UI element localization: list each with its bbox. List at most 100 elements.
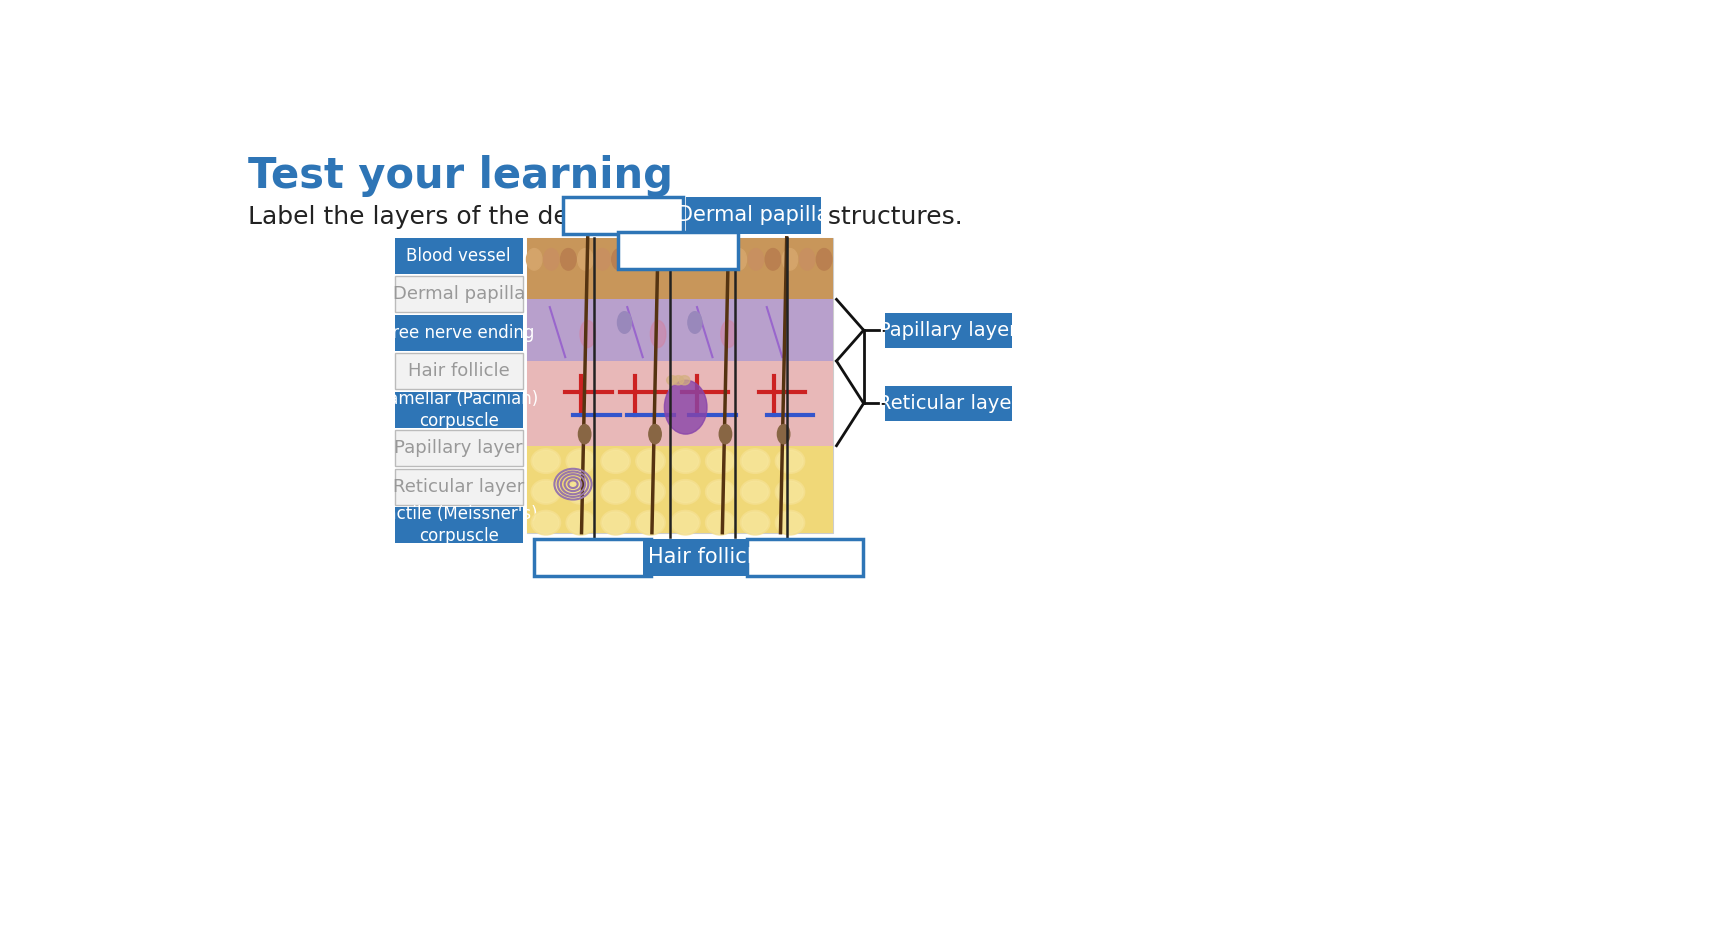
Ellipse shape bbox=[568, 481, 594, 503]
Ellipse shape bbox=[651, 320, 665, 348]
Text: Free nerve ending: Free nerve ending bbox=[383, 324, 533, 342]
FancyBboxPatch shape bbox=[527, 237, 833, 300]
Text: Hair follicle: Hair follicle bbox=[407, 363, 509, 381]
Ellipse shape bbox=[672, 481, 698, 503]
Text: Dermal papilla: Dermal papilla bbox=[393, 285, 525, 303]
FancyBboxPatch shape bbox=[746, 539, 863, 576]
Ellipse shape bbox=[568, 512, 594, 533]
Ellipse shape bbox=[778, 425, 790, 444]
Text: Label the layers of the dermis and associated structures.: Label the layers of the dermis and assoc… bbox=[248, 205, 963, 230]
Ellipse shape bbox=[705, 448, 734, 474]
Ellipse shape bbox=[601, 479, 630, 504]
Ellipse shape bbox=[672, 450, 698, 472]
Ellipse shape bbox=[603, 450, 629, 472]
Ellipse shape bbox=[740, 479, 769, 504]
Ellipse shape bbox=[566, 448, 596, 474]
FancyBboxPatch shape bbox=[395, 392, 523, 428]
Ellipse shape bbox=[696, 249, 712, 270]
Text: Papillary layer: Papillary layer bbox=[395, 439, 523, 458]
Ellipse shape bbox=[578, 425, 591, 444]
Ellipse shape bbox=[748, 249, 764, 270]
FancyBboxPatch shape bbox=[533, 539, 651, 576]
Ellipse shape bbox=[665, 381, 707, 434]
Ellipse shape bbox=[544, 249, 559, 270]
Text: Reticular layer: Reticular layer bbox=[393, 478, 525, 495]
Ellipse shape bbox=[566, 511, 596, 535]
Text: Lamellar (Pacinian)
corpuscle: Lamellar (Pacinian) corpuscle bbox=[379, 390, 539, 430]
Ellipse shape bbox=[533, 450, 559, 472]
Ellipse shape bbox=[532, 448, 561, 474]
Ellipse shape bbox=[670, 511, 700, 535]
Ellipse shape bbox=[601, 448, 630, 474]
Ellipse shape bbox=[783, 249, 798, 270]
FancyBboxPatch shape bbox=[395, 430, 523, 466]
Ellipse shape bbox=[603, 481, 629, 503]
FancyBboxPatch shape bbox=[686, 197, 821, 234]
Ellipse shape bbox=[681, 249, 696, 270]
Ellipse shape bbox=[533, 512, 559, 533]
Ellipse shape bbox=[532, 511, 561, 535]
Ellipse shape bbox=[629, 249, 644, 270]
Text: Dermal papilla: Dermal papilla bbox=[677, 205, 830, 225]
Ellipse shape bbox=[741, 512, 769, 533]
FancyBboxPatch shape bbox=[643, 539, 771, 576]
Ellipse shape bbox=[705, 511, 734, 535]
FancyBboxPatch shape bbox=[527, 300, 833, 361]
Ellipse shape bbox=[776, 448, 805, 474]
Ellipse shape bbox=[561, 249, 577, 270]
Ellipse shape bbox=[741, 481, 769, 503]
Ellipse shape bbox=[637, 450, 663, 472]
Ellipse shape bbox=[740, 511, 769, 535]
Ellipse shape bbox=[798, 249, 814, 270]
Ellipse shape bbox=[646, 249, 662, 270]
Ellipse shape bbox=[637, 512, 663, 533]
Ellipse shape bbox=[714, 249, 729, 270]
FancyBboxPatch shape bbox=[885, 313, 1013, 348]
Ellipse shape bbox=[776, 511, 805, 535]
Ellipse shape bbox=[663, 249, 679, 270]
FancyBboxPatch shape bbox=[618, 232, 738, 268]
Ellipse shape bbox=[778, 512, 804, 533]
Ellipse shape bbox=[594, 249, 610, 270]
FancyBboxPatch shape bbox=[527, 237, 833, 532]
Ellipse shape bbox=[636, 479, 665, 504]
Ellipse shape bbox=[721, 320, 736, 348]
FancyBboxPatch shape bbox=[527, 446, 833, 532]
Ellipse shape bbox=[670, 479, 700, 504]
Ellipse shape bbox=[670, 448, 700, 474]
Text: Papillary layer: Papillary layer bbox=[880, 320, 1018, 340]
FancyBboxPatch shape bbox=[395, 353, 523, 389]
Text: Tactile (Meissner's)
corpuscle: Tactile (Meissner's) corpuscle bbox=[379, 505, 539, 545]
Ellipse shape bbox=[766, 249, 781, 270]
Ellipse shape bbox=[566, 479, 596, 504]
Ellipse shape bbox=[740, 448, 769, 474]
Ellipse shape bbox=[672, 376, 684, 385]
Ellipse shape bbox=[688, 312, 701, 333]
Text: Test your learning: Test your learning bbox=[248, 155, 672, 198]
Ellipse shape bbox=[650, 425, 662, 444]
Ellipse shape bbox=[731, 249, 746, 270]
Ellipse shape bbox=[578, 249, 592, 270]
FancyBboxPatch shape bbox=[395, 469, 523, 505]
Ellipse shape bbox=[679, 376, 689, 385]
Ellipse shape bbox=[741, 450, 769, 472]
Ellipse shape bbox=[601, 511, 630, 535]
Text: Hair follicle: Hair follicle bbox=[648, 547, 766, 567]
Ellipse shape bbox=[637, 481, 663, 503]
FancyBboxPatch shape bbox=[527, 361, 833, 446]
Ellipse shape bbox=[636, 448, 665, 474]
Ellipse shape bbox=[580, 320, 596, 348]
Ellipse shape bbox=[776, 479, 805, 504]
Ellipse shape bbox=[532, 479, 561, 504]
Text: Reticular layer: Reticular layer bbox=[878, 394, 1018, 413]
Ellipse shape bbox=[719, 425, 731, 444]
Ellipse shape bbox=[816, 249, 831, 270]
Ellipse shape bbox=[707, 450, 733, 472]
Ellipse shape bbox=[533, 481, 559, 503]
Ellipse shape bbox=[568, 450, 594, 472]
FancyBboxPatch shape bbox=[395, 315, 523, 351]
Ellipse shape bbox=[705, 479, 734, 504]
Ellipse shape bbox=[778, 450, 804, 472]
Ellipse shape bbox=[778, 481, 804, 503]
Ellipse shape bbox=[618, 312, 632, 333]
